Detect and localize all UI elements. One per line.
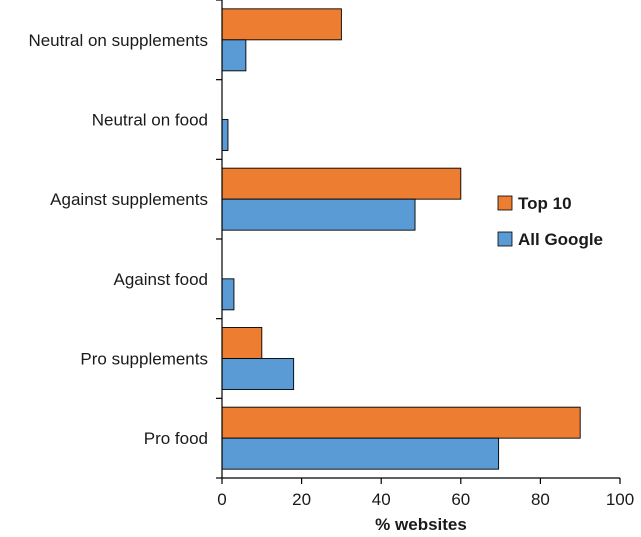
legend-label-all-google: All Google xyxy=(518,230,603,249)
legend-swatch-all-google xyxy=(497,231,513,247)
x-tick-label: 0 xyxy=(217,490,226,509)
bar-all-google-against-supplements xyxy=(221,198,416,231)
bar-all-google-pro-food xyxy=(221,437,500,470)
bar-all-google-neutral-on-food xyxy=(221,119,229,151)
bars-layer xyxy=(221,8,581,470)
x-axis-title: % websites xyxy=(375,515,467,534)
x-tick-label: 20 xyxy=(292,490,311,509)
x-tick-label: 60 xyxy=(451,490,470,509)
legend-label-top10: Top 10 xyxy=(518,194,572,213)
bar-all-google-pro-supplements xyxy=(221,358,295,390)
bar-all-google-against-food xyxy=(221,278,235,311)
category-label-pro-food: Pro food xyxy=(144,429,208,448)
legend-swatch-top10 xyxy=(497,195,513,211)
ticks-layer: 0 20 40 60 80 100 xyxy=(216,0,634,509)
category-label-neutral-on-food: Neutral on food xyxy=(92,111,208,130)
bar-top-10-neutral-on-supplements xyxy=(221,8,342,41)
category-label-neutral-on-supplements: Neutral on supplements xyxy=(28,31,208,50)
legend: Top 10 All Google xyxy=(497,194,603,249)
bar-top-10-pro-food xyxy=(221,406,581,439)
bar-all-google-neutral-on-supplements xyxy=(221,39,247,72)
x-tick-label: 80 xyxy=(531,490,550,509)
category-label-against-food: Against food xyxy=(113,270,208,289)
bar-top-10-pro-supplements xyxy=(221,327,263,359)
x-tick-label: 100 xyxy=(606,490,634,509)
bar-top-10-against-supplements xyxy=(221,167,462,200)
x-tick-label: 40 xyxy=(372,490,391,509)
category-label-against-supplements: Against supplements xyxy=(50,190,208,209)
category-labels: Neutral on supplements Neutral on food Aga… xyxy=(28,31,208,448)
category-label-pro-supplements: Pro supplements xyxy=(80,350,208,369)
